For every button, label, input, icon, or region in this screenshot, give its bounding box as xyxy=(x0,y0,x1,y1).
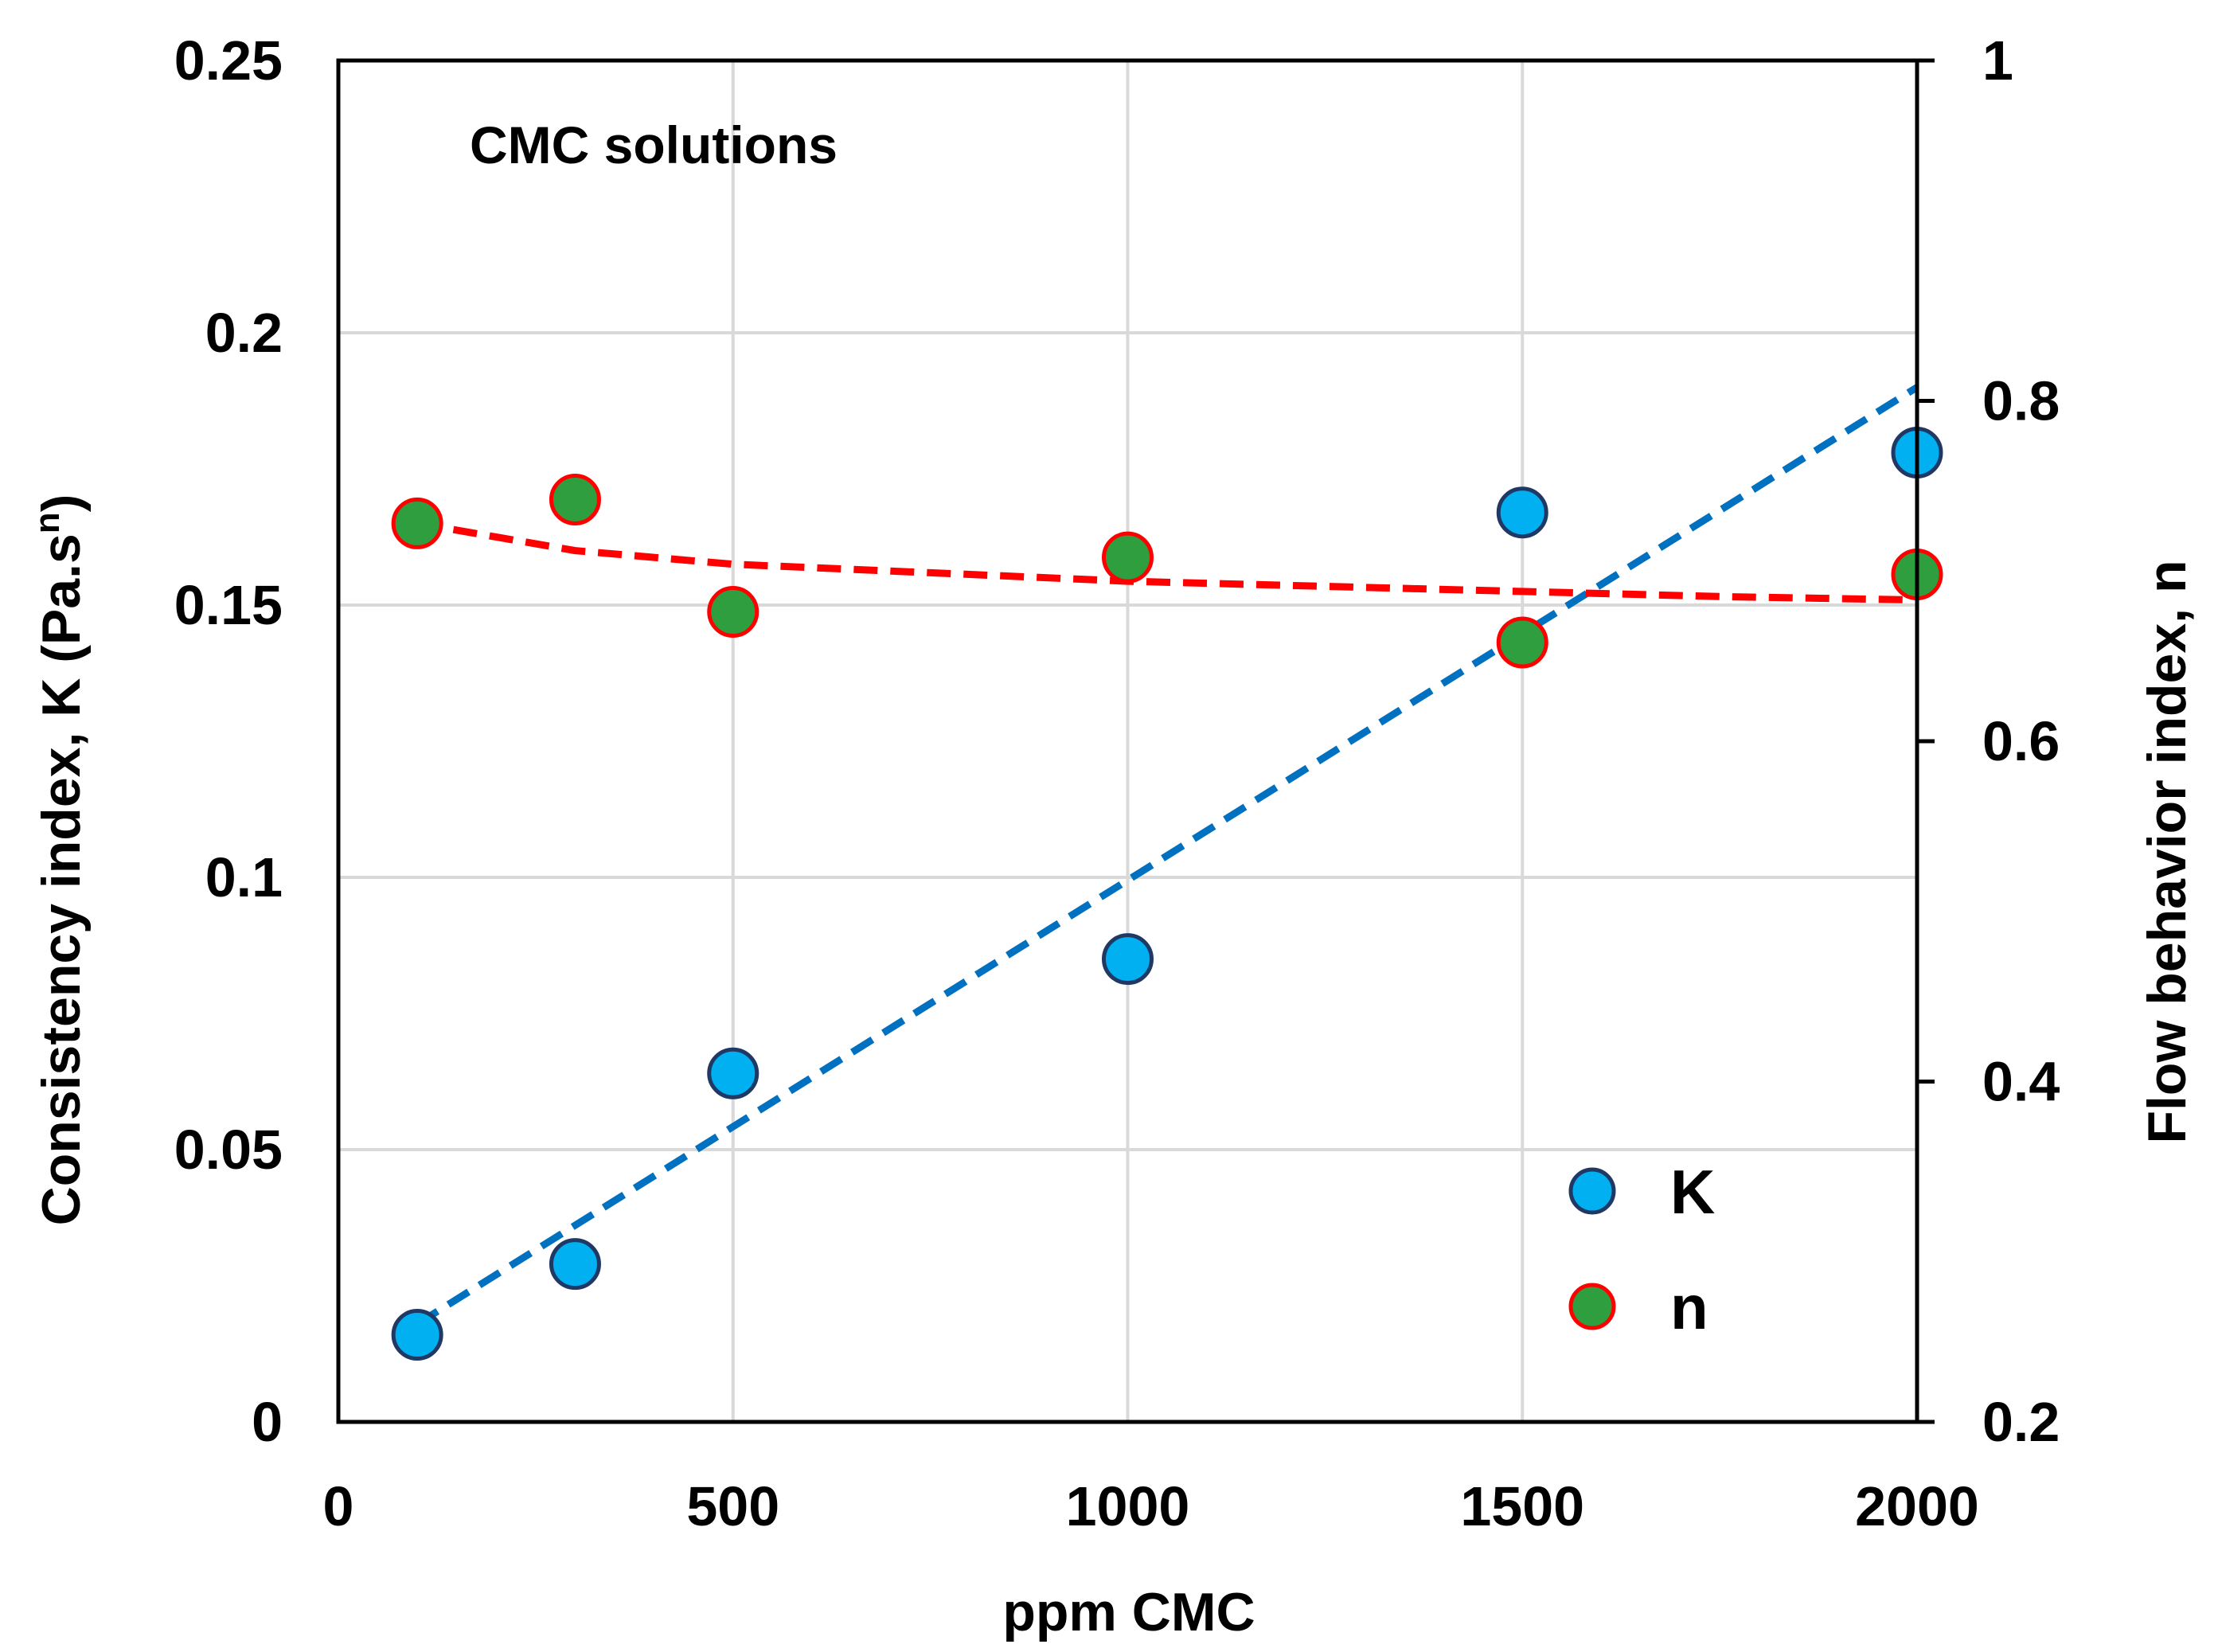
y-axis-left-title: Consistency index, K (Pa.sn) xyxy=(28,494,92,1226)
legend-marker-K xyxy=(1568,1167,1616,1215)
point-n xyxy=(707,586,760,639)
legend-marker-n xyxy=(1568,1283,1616,1330)
point-K xyxy=(707,1047,760,1099)
x-tick-label: 1000 xyxy=(1066,1475,1190,1537)
y-left-tick-label: 0.2 xyxy=(205,302,283,364)
point-K xyxy=(391,1309,443,1361)
x-axis-title: ppm CMC xyxy=(1002,1582,1255,1642)
y-right-tick-label: 1 xyxy=(1982,29,2013,92)
point-K xyxy=(1102,933,1154,986)
point-K xyxy=(1496,486,1548,539)
y-axis-left-title-main: Consistency index, K (Pa.s xyxy=(31,533,92,1225)
point-n xyxy=(549,473,601,525)
point-n xyxy=(1496,616,1548,669)
y-left-tick-label: 0.25 xyxy=(174,29,283,92)
y-right-tick-label: 0.8 xyxy=(1982,370,2060,432)
trendline-n xyxy=(416,519,1918,604)
annotation-label: CMC solutions xyxy=(470,115,838,174)
y-axis-left-title-end: ) xyxy=(31,494,92,513)
trendline-K xyxy=(415,384,1919,1327)
y-right-tick-label: 0.4 xyxy=(1982,1051,2060,1113)
x-tick-label: 500 xyxy=(686,1475,779,1537)
x-tick-label: 2000 xyxy=(1855,1475,1979,1537)
x-tick-label: 1500 xyxy=(1460,1475,1584,1537)
point-n xyxy=(1102,531,1154,584)
y-left-tick-label: 0 xyxy=(252,1391,283,1453)
legend-label-n: n xyxy=(1670,1272,1708,1342)
y-axis-left-title-superscript: n xyxy=(28,512,67,533)
y-left-tick-label: 0.15 xyxy=(174,574,283,636)
y-left-tick-label: 0.05 xyxy=(174,1119,283,1181)
y-right-tick-label: 0.2 xyxy=(1982,1391,2060,1453)
y-left-tick-label: 0.1 xyxy=(205,846,283,908)
point-n xyxy=(391,497,443,549)
x-tick-label: 0 xyxy=(323,1475,354,1537)
tick-labels: 0 500 1000 1500 2000 0 0.05 0.1 0.15 0.2 0.25 0.2 0.… xyxy=(174,29,2060,1537)
y-right-tick-label: 0.6 xyxy=(1982,710,2060,772)
data-points xyxy=(391,426,1943,1361)
legend-label-K: K xyxy=(1670,1157,1715,1227)
legend: Kn xyxy=(1568,1157,1715,1342)
y-axis-right-title: Flow behavior index, n xyxy=(2137,560,2197,1144)
point-K xyxy=(549,1238,601,1291)
